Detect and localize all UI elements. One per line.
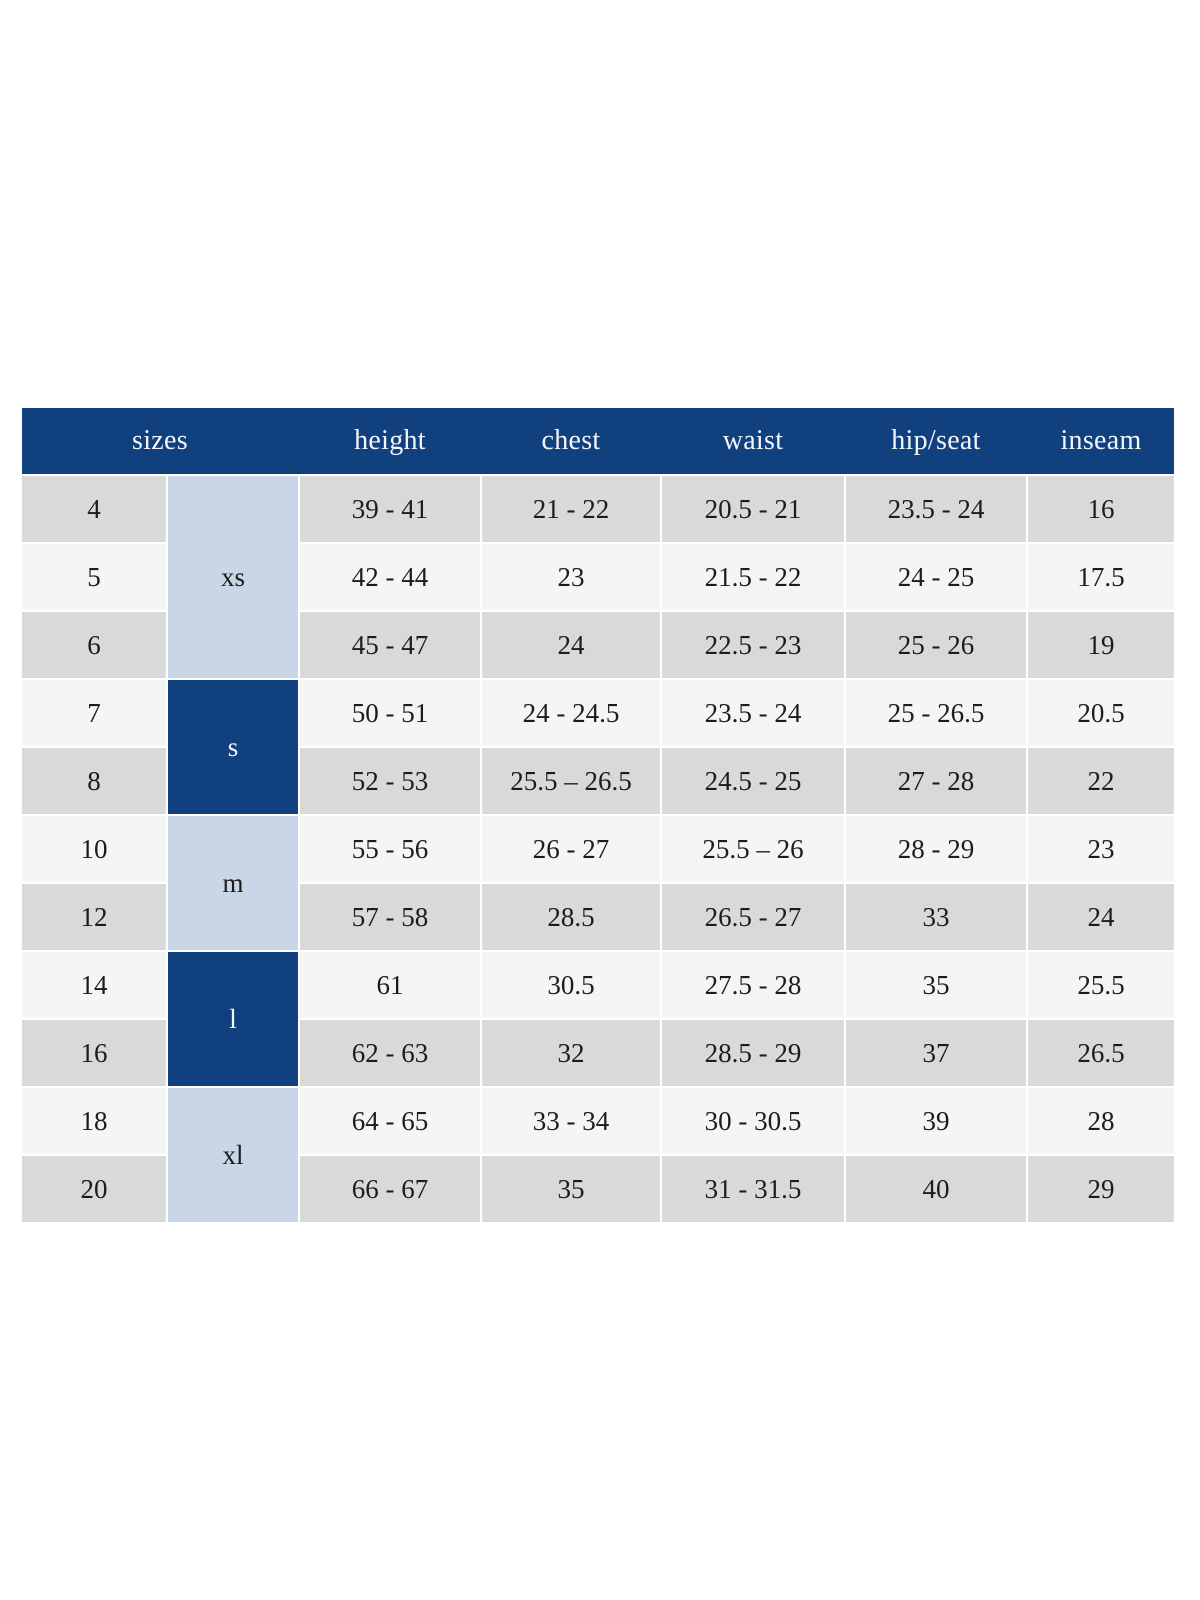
- hip-seat-cell: 25 - 26.5: [846, 680, 1026, 746]
- waist-cell: 31 - 31.5: [662, 1156, 844, 1222]
- chest-cell: 21 - 22: [482, 476, 660, 542]
- inseam-cell: 28: [1028, 1088, 1174, 1154]
- height-cell: 64 - 65: [300, 1088, 480, 1154]
- height-cell: 39 - 41: [300, 476, 480, 542]
- size-group-cell-m: m: [168, 816, 298, 950]
- size-cell: 4: [22, 476, 166, 542]
- height-cell: 66 - 67: [300, 1156, 480, 1222]
- size-group-cell-xs: xs: [168, 476, 298, 678]
- waist-cell: 27.5 - 28: [662, 952, 844, 1018]
- waist-cell: 21.5 - 22: [662, 544, 844, 610]
- size-cell: 18: [22, 1088, 166, 1154]
- hip-seat-cell: 35: [846, 952, 1026, 1018]
- height-cell: 42 - 44: [300, 544, 480, 610]
- chest-cell: 23: [482, 544, 660, 610]
- size-cell: 20: [22, 1156, 166, 1222]
- inseam-cell: 25.5: [1028, 952, 1174, 1018]
- height-cell: 55 - 56: [300, 816, 480, 882]
- inseam-cell: 24: [1028, 884, 1174, 950]
- chest-cell: 28.5: [482, 884, 660, 950]
- column-header-height: height: [354, 425, 426, 456]
- size-cell: 10: [22, 816, 166, 882]
- chest-cell: 25.5 – 26.5: [482, 748, 660, 814]
- inseam-cell: 23: [1028, 816, 1174, 882]
- inseam-cell: 22: [1028, 748, 1174, 814]
- chest-cell: 30.5: [482, 952, 660, 1018]
- chest-cell: 24: [482, 612, 660, 678]
- waist-cell: 28.5 - 29: [662, 1020, 844, 1086]
- waist-cell: 23.5 - 24: [662, 680, 844, 746]
- hip-seat-cell: 25 - 26: [846, 612, 1026, 678]
- hip-seat-cell: 28 - 29: [846, 816, 1026, 882]
- inseam-cell: 26.5: [1028, 1020, 1174, 1086]
- inseam-cell: 16: [1028, 476, 1174, 542]
- column-header-chest: chest: [541, 425, 601, 456]
- size-cell: 7: [22, 680, 166, 746]
- height-cell: 57 - 58: [300, 884, 480, 950]
- waist-cell: 24.5 - 25: [662, 748, 844, 814]
- waist-cell: 25.5 – 26: [662, 816, 844, 882]
- table-header-row: sizes height chest waist hip/seat inseam: [22, 408, 1174, 474]
- column-header-sizes: sizes: [132, 425, 188, 456]
- size-cell: 14: [22, 952, 166, 1018]
- height-cell: 50 - 51: [300, 680, 480, 746]
- size-cell: 12: [22, 884, 166, 950]
- inseam-cell: 17.5: [1028, 544, 1174, 610]
- waist-cell: 30 - 30.5: [662, 1088, 844, 1154]
- size-cell: 16: [22, 1020, 166, 1086]
- height-cell: 52 - 53: [300, 748, 480, 814]
- hip-seat-cell: 37: [846, 1020, 1026, 1086]
- inseam-cell: 29: [1028, 1156, 1174, 1222]
- size-group-cell-xl: xl: [168, 1088, 298, 1222]
- size-cell: 5: [22, 544, 166, 610]
- hip-seat-cell: 40: [846, 1156, 1026, 1222]
- hip-seat-cell: 33: [846, 884, 1026, 950]
- chest-cell: 32: [482, 1020, 660, 1086]
- size-cell: 8: [22, 748, 166, 814]
- size-chart-table: sizes height chest waist hip/seat inseam…: [22, 408, 1174, 1222]
- hip-seat-cell: 39: [846, 1088, 1026, 1154]
- hip-seat-cell: 27 - 28: [846, 748, 1026, 814]
- waist-cell: 26.5 - 27: [662, 884, 844, 950]
- hip-seat-cell: 23.5 - 24: [846, 476, 1026, 542]
- size-group-cell-s: s: [168, 680, 298, 814]
- inseam-cell: 19: [1028, 612, 1174, 678]
- column-header-inseam: inseam: [1060, 425, 1142, 456]
- waist-cell: 20.5 - 21: [662, 476, 844, 542]
- size-cell: 6: [22, 612, 166, 678]
- height-cell: 45 - 47: [300, 612, 480, 678]
- hip-seat-cell: 24 - 25: [846, 544, 1026, 610]
- height-cell: 62 - 63: [300, 1020, 480, 1086]
- height-cell: 61: [300, 952, 480, 1018]
- column-header-waist: waist: [722, 425, 784, 456]
- inseam-cell: 20.5: [1028, 680, 1174, 746]
- chest-cell: 26 - 27: [482, 816, 660, 882]
- chest-cell: 35: [482, 1156, 660, 1222]
- size-group-cell-l: l: [168, 952, 298, 1086]
- chest-cell: 24 - 24.5: [482, 680, 660, 746]
- waist-cell: 22.5 - 23: [662, 612, 844, 678]
- column-header-hip-seat: hip/seat: [891, 425, 981, 456]
- chest-cell: 33 - 34: [482, 1088, 660, 1154]
